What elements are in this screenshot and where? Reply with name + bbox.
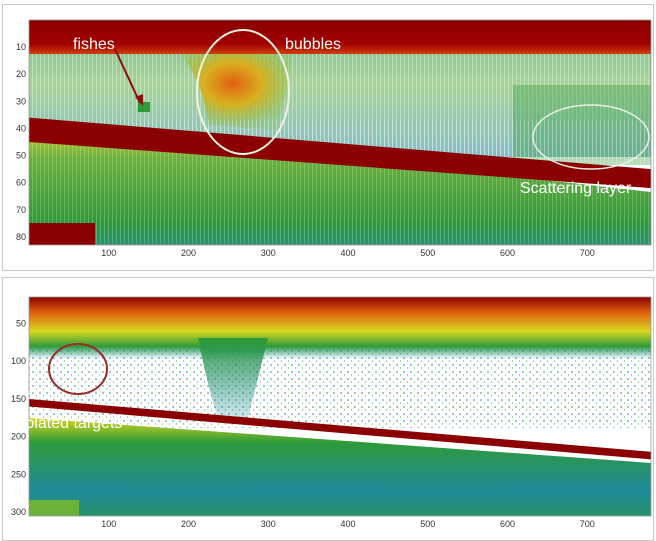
echogram-top-image xyxy=(29,20,651,245)
y-tick-label: 100 xyxy=(11,356,26,366)
echogram-bottom: 100 200 300 400 500 600 700 50 100 150 200 250 300 I… xyxy=(11,296,652,529)
bottom-axis-ticks: 100 200 300 400 500 600 700 50 100 150 200 250 300 xyxy=(11,318,595,529)
x-tick-label: 300 xyxy=(261,248,276,258)
y-tick-label: 150 xyxy=(11,394,26,404)
scattering-layer-label: Scattering layer xyxy=(520,180,632,197)
y-tick-label: 50 xyxy=(16,151,26,161)
x-tick-label: 700 xyxy=(580,248,595,258)
x-tick-label: 200 xyxy=(181,519,196,529)
fishes-arrow xyxy=(114,48,141,104)
scattering-layer-ellipse xyxy=(532,104,650,170)
echogram-top-panel: 100 200 300 400 500 600 700 10 20 30 40 50 60 70 80 fi… xyxy=(2,4,654,271)
y-tick-label: 10 xyxy=(16,42,26,52)
top-axis-ticks: 100 200 300 400 500 600 700 10 20 30 40 50 60 70 80 xyxy=(16,42,595,258)
y-tick-label: 30 xyxy=(16,96,26,106)
y-tick-label: 70 xyxy=(16,205,26,215)
y-tick-label: 60 xyxy=(16,178,26,188)
bottom-left-return xyxy=(29,223,95,245)
fishes-label: fishes xyxy=(73,36,115,53)
x-tick-label: 300 xyxy=(261,519,276,529)
x-tick-label: 100 xyxy=(101,519,116,529)
seabed-band-2 xyxy=(29,398,651,460)
y-tick-label: 80 xyxy=(16,232,26,242)
sub-bottom-echo-2 xyxy=(29,418,651,516)
y-tick-label: 300 xyxy=(11,507,26,517)
echogram-top: 100 200 300 400 500 600 700 10 20 30 40 50 60 70 80 fi… xyxy=(16,19,652,258)
y-tick-label: 200 xyxy=(11,432,26,442)
bubbles-ellipse xyxy=(196,29,290,155)
x-tick-label: 100 xyxy=(101,248,116,258)
y-tick-label: 250 xyxy=(11,469,26,479)
x-tick-label: 400 xyxy=(340,519,355,529)
x-tick-label: 200 xyxy=(181,248,196,258)
echogram-bottom-panel: 100 200 300 400 500 600 700 50 100 150 200 250 300 I… xyxy=(2,277,654,541)
y-tick-label: 20 xyxy=(16,69,26,79)
bottom-left-return-2 xyxy=(29,500,79,516)
x-tick-label: 500 xyxy=(420,248,435,258)
seabed-band xyxy=(29,117,651,189)
plume-echo xyxy=(198,338,268,418)
x-tick-label: 600 xyxy=(500,519,515,529)
x-tick-label: 400 xyxy=(340,248,355,258)
surface-band-2 xyxy=(29,297,651,359)
y-tick-label: 50 xyxy=(16,318,26,328)
isolated-targets-label: Isolated targets xyxy=(13,415,122,432)
x-tick-label: 500 xyxy=(420,519,435,529)
x-tick-label: 700 xyxy=(580,519,595,529)
bottom-plot-frame xyxy=(28,296,652,517)
y-tick-label: 40 xyxy=(16,123,26,133)
bubbles-label: bubbles xyxy=(285,36,341,53)
fish-school-marker xyxy=(138,102,150,112)
x-tick-label: 600 xyxy=(500,248,515,258)
fishes-arrow-head xyxy=(135,94,143,106)
bubbles-plume xyxy=(173,45,293,130)
isolated-targets-ellipse xyxy=(48,343,108,395)
surface-band xyxy=(29,20,651,54)
echogram-bottom-image xyxy=(29,297,651,516)
top-plot-frame xyxy=(28,19,652,246)
